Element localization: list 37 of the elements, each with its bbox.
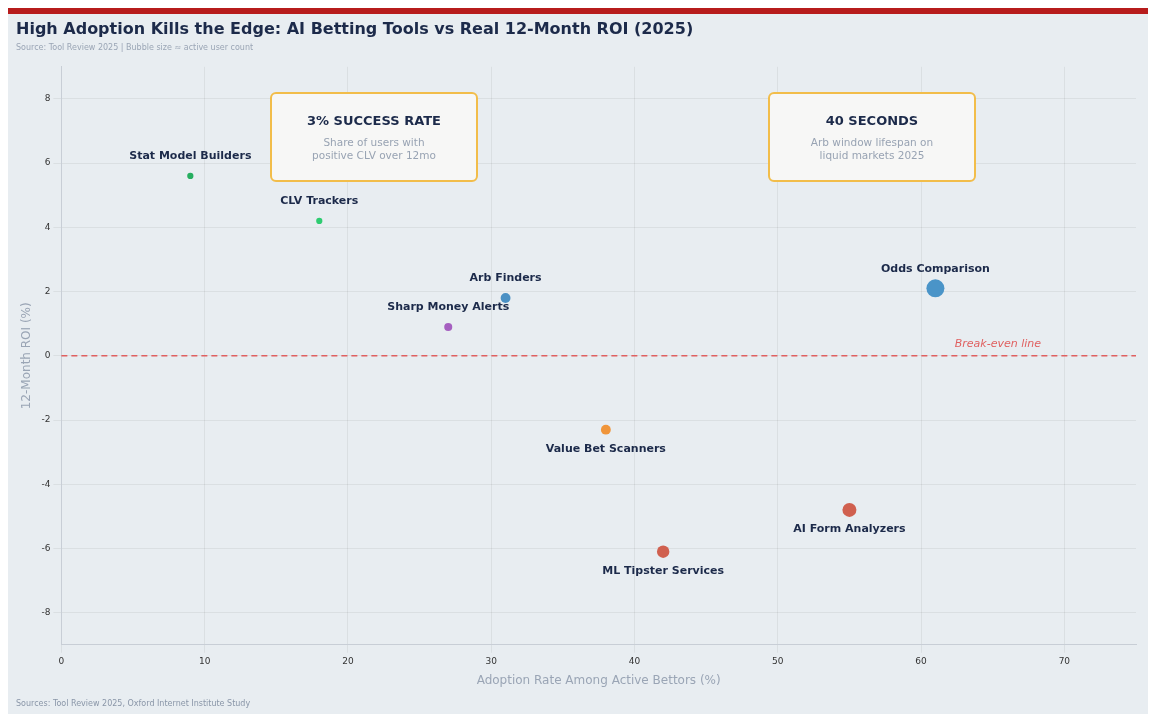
y-tick-label: 8	[44, 93, 51, 104]
ref-line-label: Break-even line	[954, 337, 1042, 351]
annotation: AI Form Analyzers	[793, 522, 907, 536]
callout-card: 40 SECONDS Arb window lifespan on liquid markets 2025	[768, 92, 976, 182]
annotation: Odds Comparison	[880, 261, 990, 275]
y-tick-label: 4	[44, 221, 51, 232]
chart-title: High Adoption Kills the Edge: AI Betting Tools vs Real 12-Month ROI (2025)	[16, 18, 694, 38]
annotation: Sharp Money Alerts	[387, 300, 510, 314]
annotation: 3% SUCCESS RATE	[307, 112, 441, 128]
annotation: Stat Model Builders	[129, 149, 252, 163]
annotation: Share of users with positive CLV over 12mo	[311, 135, 437, 162]
x-tick-label: 30	[485, 655, 498, 666]
chart-subtitle: Source: Tool Review 2025 | Bubble size ≈ active user count	[16, 43, 254, 53]
y-tick-label: 2	[44, 285, 51, 296]
x-tick-label: 60	[915, 655, 928, 666]
x-tick-label: 50	[772, 655, 784, 666]
annotation: Value Bet Scanners	[545, 442, 667, 456]
x-tick-label: 10	[198, 655, 211, 666]
x-tick-label: 70	[1058, 655, 1071, 666]
y-tick-label: -8	[41, 607, 51, 618]
annotation: Arb Finders	[469, 271, 543, 285]
annotation: Arb window lifespan on liquid markets 2025	[809, 135, 935, 162]
y-tick-label: -2	[41, 414, 51, 425]
callout-card: 3% SUCCESS RATE Share of users with positive CLV over 12mo	[270, 92, 478, 182]
y-tick-label: 6	[44, 157, 51, 168]
x-tick-label: 20	[342, 655, 354, 666]
y-axis-title: 12-Month ROI (%)	[19, 302, 34, 410]
annotation: CLV Trackers	[280, 194, 359, 208]
y-tick-label: -4	[41, 478, 51, 489]
x-axis-title: Adoption Rate Among Active Bettors (%)	[476, 672, 721, 687]
y-tick-label: 0	[44, 350, 51, 361]
source-note: Sources: Tool Review 2025, Oxford Internet Institute Study	[16, 699, 251, 709]
x-tick-label: 40	[628, 655, 641, 666]
annotation: 40 SECONDS	[825, 112, 919, 128]
x-tick-label: 0	[58, 655, 65, 666]
y-tick-label: -6	[41, 542, 51, 553]
annotation: ML Tipster Services	[602, 564, 725, 578]
